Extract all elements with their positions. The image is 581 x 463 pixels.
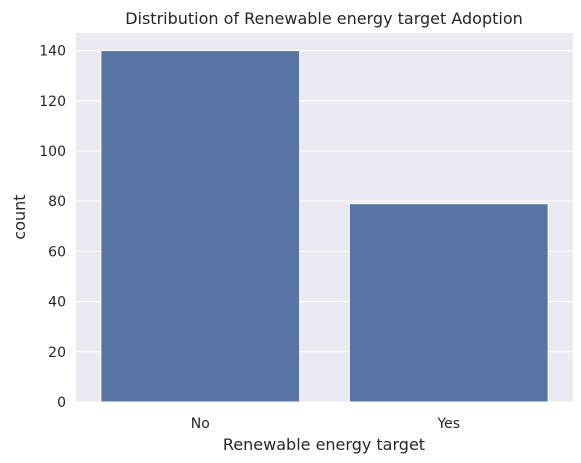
y-axis-label: count bbox=[10, 194, 29, 239]
y-tick-label: 80 bbox=[48, 194, 66, 210]
bar-no bbox=[100, 50, 301, 403]
y-tick-label: 100 bbox=[39, 144, 66, 160]
bars bbox=[100, 50, 549, 403]
y-tick-label: 120 bbox=[39, 94, 66, 110]
y-tick-label: 0 bbox=[57, 395, 66, 411]
y-tick-label: 60 bbox=[48, 244, 66, 260]
x-axis-label: Renewable energy target bbox=[223, 435, 425, 454]
chart-title: Distribution of Renewable energy target … bbox=[125, 9, 523, 28]
x-tick-label-yes: Yes bbox=[436, 416, 460, 432]
y-tick-label: 140 bbox=[39, 44, 66, 60]
x-axis-ticks: No Yes bbox=[191, 416, 460, 432]
y-tick-label: 40 bbox=[48, 295, 66, 311]
y-tick-label: 20 bbox=[48, 345, 66, 361]
x-tick-label-no: No bbox=[191, 416, 210, 432]
bar-yes bbox=[348, 203, 549, 403]
y-axis-ticks: 0 20 40 60 80 100 120 140 bbox=[39, 44, 66, 411]
